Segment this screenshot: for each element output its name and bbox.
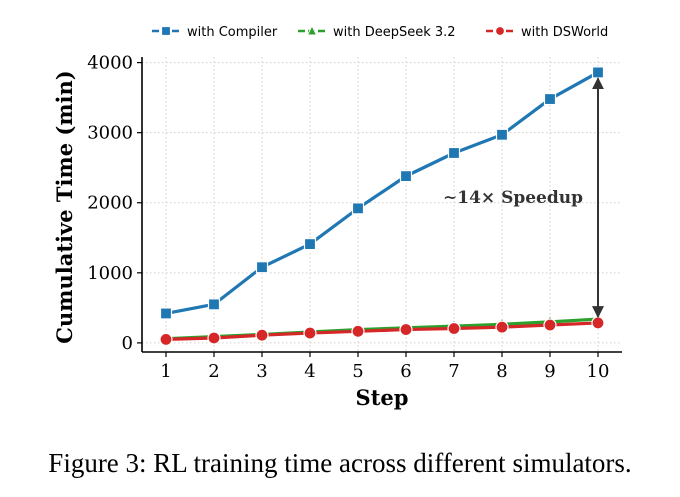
data-point: [303, 237, 317, 251]
x-tick-label: 3: [256, 361, 267, 382]
y-tick-label: 4000: [87, 53, 133, 74]
data-point: [447, 146, 461, 160]
x-tick-label: 4: [304, 361, 315, 382]
legend-swatch-marker: [160, 25, 172, 37]
data-point: [399, 170, 413, 183]
x-tick-label: 10: [587, 361, 610, 382]
data-point: [255, 328, 269, 342]
data-point: [255, 261, 269, 274]
data-point: [207, 298, 221, 311]
legend-label: with Compiler: [187, 25, 278, 40]
series-line: [165, 71, 599, 316]
speedup-label: ∼14× Speedup: [443, 188, 583, 208]
data-point: [351, 202, 365, 215]
x-tick-label: 6: [400, 361, 411, 382]
x-tick-label: 5: [352, 361, 363, 382]
x-tick-label: 2: [208, 361, 219, 382]
y-tick-label: 0: [122, 333, 133, 354]
series-group: [159, 66, 605, 346]
data-point: [543, 318, 557, 332]
grid: [142, 57, 622, 352]
data-point: [351, 324, 365, 338]
data-point: [159, 332, 173, 346]
data-point: [591, 66, 605, 79]
data-point: [495, 320, 509, 334]
data-point: [591, 316, 605, 330]
data-point: [399, 322, 413, 337]
legend-item: with Compiler: [152, 25, 278, 40]
data-point: [207, 331, 221, 345]
legend-swatch-marker: [494, 25, 506, 37]
line-chart: with Compiler with DeepSeek 3.2 with DSWor…: [52, 24, 622, 410]
y-tick-label: 1000: [87, 263, 133, 284]
data-point: [159, 307, 173, 320]
data-point: [447, 321, 461, 336]
data-point: [303, 326, 317, 340]
y-tick-label: 3000: [87, 123, 133, 144]
legend: with Compiler with DeepSeek 3.2 with DSWor…: [152, 24, 608, 40]
legend-item: with DeepSeek 3.2: [298, 24, 456, 40]
x-axis-label: Step: [356, 385, 409, 410]
series-with-dsworld: [159, 316, 605, 346]
figure-caption: Figure 3: RL training time across differ…: [48, 448, 632, 478]
series-with-deepseek-3-2: [159, 311, 605, 345]
series-line: [165, 321, 599, 341]
legend-item: with DSWorld: [486, 25, 608, 40]
data-point: [543, 92, 557, 106]
y-axis-label: Cumulative Time (min): [52, 70, 77, 343]
series-with-compiler: [159, 66, 605, 320]
legend-label: with DeepSeek 3.2: [333, 25, 456, 40]
legend-swatch-marker: [306, 24, 318, 36]
annotation: ∼14× Speedup: [443, 77, 604, 319]
x-tick-label: 7: [448, 361, 459, 382]
legend-label: with DSWorld: [521, 25, 608, 40]
x-tick-label: 8: [496, 361, 507, 382]
x-tick-label: 1: [160, 361, 171, 382]
axes: 1 2 3 4 5 6 7 8 9 10 0 1000 2000 3000 4000: [87, 53, 622, 382]
y-tick-label: 2000: [87, 193, 133, 214]
x-tick-label: 9: [544, 361, 555, 382]
data-point: [495, 128, 509, 141]
